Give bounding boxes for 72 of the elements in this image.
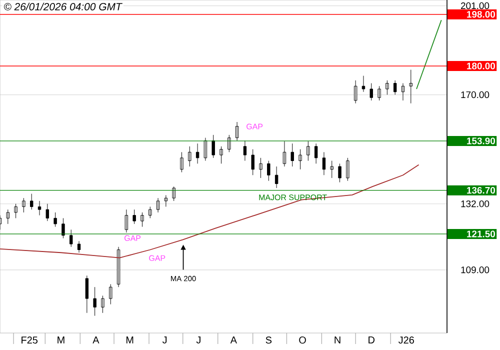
candlestick (362, 76, 366, 92)
candlestick (346, 158, 350, 182)
y-tick-label: 109.00 (461, 266, 490, 274)
candlestick (338, 163, 342, 183)
x-tick-label: J26 (398, 336, 414, 344)
y-tick-label: 132.00 (461, 200, 490, 208)
x-tick-label: F25 (22, 336, 38, 344)
candlestick (259, 158, 262, 178)
candlestick (330, 160, 334, 178)
ref-line-label: 121.50 (467, 230, 496, 238)
candlestick (401, 82, 405, 101)
candlestick (14, 204, 18, 218)
x-tick-label: D (368, 336, 374, 344)
candlestick (156, 198, 160, 213)
candlestick (188, 146, 192, 167)
candlestick (322, 152, 326, 176)
candlestick (109, 284, 112, 305)
candlestick (251, 149, 254, 176)
candlestick (274, 166, 278, 188)
x-tick-label: N (334, 336, 340, 344)
x-tick-label: J (162, 336, 167, 344)
candlestick (124, 209, 128, 233)
x-tick-label: M (58, 336, 64, 344)
candlestick (196, 143, 200, 164)
chart-title: © 26/01/2026 04:00 GMT (4, 2, 122, 10)
ref-line-label: 180.00 (467, 62, 496, 70)
candlestick (101, 295, 104, 314)
x-tick-label: A (230, 336, 237, 344)
y-tick-label: 201.00 (460, 2, 490, 10)
candlestick (6, 209, 10, 224)
candlestick (46, 204, 50, 222)
candlestick (77, 240, 81, 253)
candlestick (38, 200, 42, 216)
x-tick-label: O (299, 336, 306, 344)
candlestick (354, 80, 358, 104)
candlestick (212, 134, 215, 158)
candlestick (290, 143, 294, 167)
candlestick (267, 160, 270, 182)
candlestick (93, 286, 96, 316)
y-tick-label: 170.00 (461, 91, 490, 98)
candlestick (298, 149, 302, 170)
candlestick (164, 194, 168, 207)
candlestick (180, 152, 184, 172)
candlestick (62, 218, 65, 239)
candlestick (70, 229, 73, 248)
candlestick (30, 194, 34, 210)
ref-line-label: 198.00 (467, 11, 496, 18)
candlestick (228, 134, 231, 152)
candlestick (220, 146, 223, 164)
candlestick (409, 70, 412, 104)
candlestick (370, 82, 373, 101)
x-tick-label: S (266, 336, 272, 344)
candlestick (85, 275, 89, 314)
candlestick (140, 212, 144, 228)
candlestick (235, 122, 239, 141)
candlestick (132, 209, 136, 224)
candlestick (393, 80, 397, 95)
x-tick-label: A (92, 336, 100, 344)
candlestick (378, 86, 381, 101)
candlestick (243, 140, 247, 162)
candlestick (172, 186, 176, 202)
candlestick (282, 140, 286, 167)
candlestick (386, 80, 389, 95)
candlestick (148, 206, 152, 218)
ref-line-label: 153.90 (467, 138, 496, 144)
candlestick (22, 198, 26, 213)
candlestick (314, 143, 318, 164)
candlestick (54, 212, 57, 228)
x-tick-label: J (196, 336, 200, 344)
candlestick (306, 140, 310, 162)
x-tick-label: M (126, 336, 134, 344)
ref-line-label: 136.70 (467, 186, 496, 194)
